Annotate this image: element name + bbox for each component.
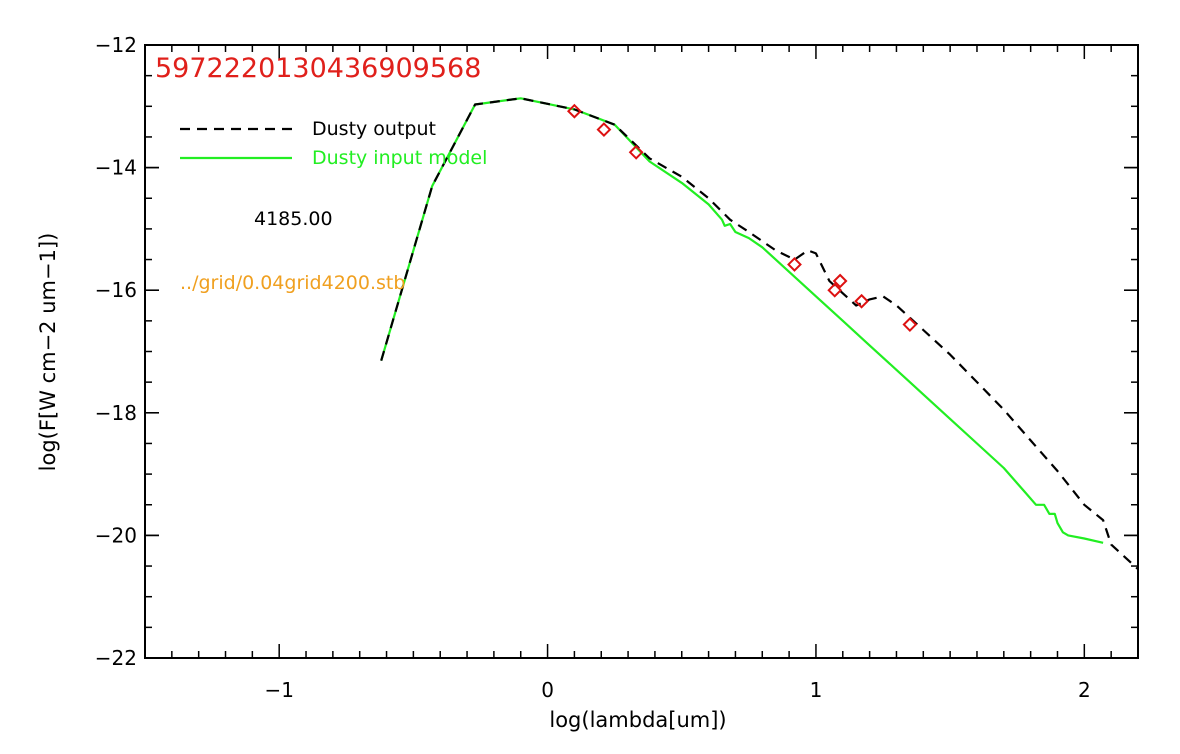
observed-point	[854, 293, 869, 309]
x-tick-label: 0	[541, 678, 554, 702]
observed-point	[596, 122, 612, 138]
observed-point	[628, 144, 644, 160]
observed-point	[566, 103, 582, 119]
legend: Dusty output Dusty input model	[180, 118, 487, 169]
y-tick-label: −12	[95, 33, 137, 57]
grid-file-annotation: ../grid/0.04grid4200.stb	[180, 272, 405, 294]
series-line-dusty-input	[380, 97, 1104, 544]
plot-frame	[144, 44, 1139, 659]
x-tick-label: 2	[1078, 678, 1091, 702]
observed-point	[832, 273, 848, 289]
series-line-dusty-output	[380, 97, 1138, 570]
y-axis-title: log(F[W cm−2 um−1])	[36, 233, 60, 472]
observed-point	[902, 317, 918, 332]
x-axis-title: log(lambda[um])	[549, 708, 726, 732]
x-tick-label: −1	[264, 678, 293, 702]
y-tick-label: −16	[95, 278, 137, 302]
star-id-label: 5972220130436909568	[155, 53, 481, 84]
y-tick-label: −18	[95, 401, 137, 425]
y-tick-label: −22	[95, 646, 137, 670]
temperature-annotation: 4185.00	[254, 208, 333, 230]
y-tick-label: −20	[95, 523, 137, 547]
legend-label-dusty-input: Dusty input model	[312, 147, 487, 169]
x-tick-label: 1	[810, 678, 823, 702]
y-tick-label: −14	[95, 156, 137, 180]
legend-label-dusty-output: Dusty output	[312, 118, 436, 140]
observed-point	[787, 257, 802, 272]
observed-point	[827, 282, 843, 298]
